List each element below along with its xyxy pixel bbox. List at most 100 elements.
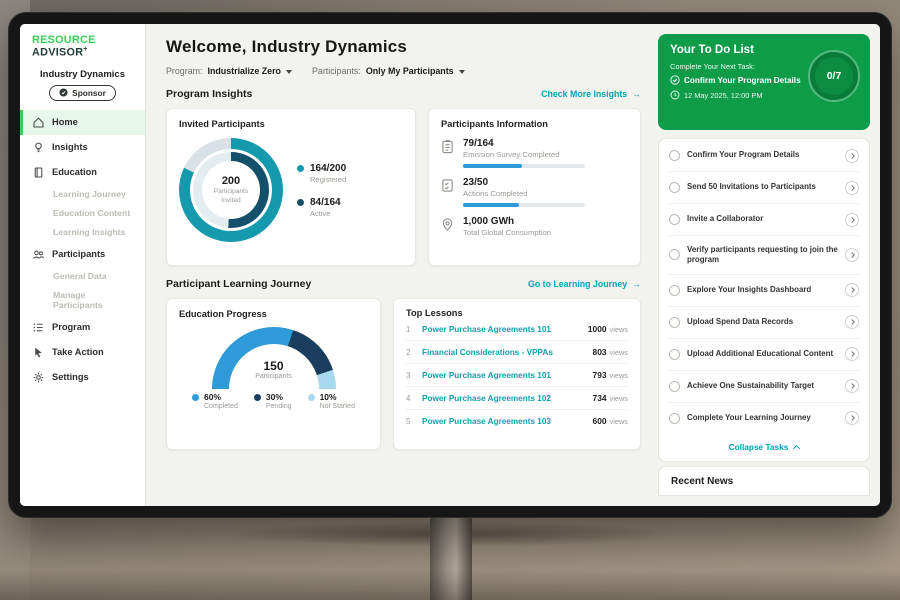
legend-label: Pending <box>266 403 292 410</box>
task-row: Send 50 Invitations to Participants <box>669 172 859 204</box>
check-more-insights-link[interactable]: Check More Insights → <box>541 89 641 99</box>
gauge-center-value: 150 <box>255 359 292 373</box>
views-count: 1000 <box>588 324 607 334</box>
sidebar-item-manage-participants[interactable]: Manage Participants <box>20 286 145 315</box>
task-open-button[interactable] <box>845 149 859 163</box>
legend-value: 164/200 <box>310 163 346 174</box>
task-checkbox[interactable] <box>669 214 680 225</box>
task-label: Complete Your Learning Journey <box>687 413 838 423</box>
sidebar-item-general-data[interactable]: General Data <box>20 267 145 286</box>
link-label: Check More Insights <box>541 89 627 99</box>
learning-journey-header: Participant Learning Journey Go to Learn… <box>166 278 641 290</box>
task-checkbox[interactable] <box>669 381 680 392</box>
task-open-button[interactable] <box>845 248 859 262</box>
sidebar-item-education-content[interactable]: Education Content <box>20 204 145 223</box>
sidebar-item-insights[interactable]: Insights <box>20 135 145 160</box>
sidebar-item-program[interactable]: Program <box>20 315 145 340</box>
sidebar-item-learning-journey[interactable]: Learning Journey <box>20 185 145 204</box>
org-name: Industry Dynamics <box>20 69 145 80</box>
lesson-views: 734views <box>593 393 628 403</box>
task-list-card: Confirm Your Program Details Send 50 Inv… <box>658 138 870 462</box>
lesson-link[interactable]: Financial Considerations - VPPAs <box>422 348 585 357</box>
lesson-link[interactable]: Power Purchase Agreements 103 <box>422 417 585 426</box>
task-checkbox[interactable] <box>669 150 680 161</box>
sidebar-item-label: Education <box>52 167 97 177</box>
task-checkbox[interactable] <box>669 317 680 328</box>
views-suffix: views <box>610 348 628 357</box>
lesson-row: 5 Power Purchase Agreements 103 600views <box>406 410 628 432</box>
legend-dot <box>308 394 315 401</box>
go-to-learning-journey-link[interactable]: Go to Learning Journey → <box>528 279 641 289</box>
todo-progress-value: 0/7 <box>827 70 842 82</box>
chevron-right-icon <box>849 185 855 191</box>
legend-pct: 60% <box>204 392 238 402</box>
collapse-tasks-button[interactable]: Collapse Tasks <box>669 434 859 457</box>
donut-center-label: Participants Invited <box>209 188 253 204</box>
task-label: Upload Additional Educational Content <box>687 349 838 359</box>
arrow-right-icon: → <box>632 279 641 289</box>
sponsor-check-icon <box>59 88 68 97</box>
sidebar-item-settings[interactable]: Settings <box>20 365 145 390</box>
sponsor-label: Sponsor <box>72 88 106 98</box>
sidebar-item-take-action[interactable]: Take Action <box>20 340 145 365</box>
views-suffix: views <box>610 394 628 403</box>
lesson-link[interactable]: Power Purchase Agreements 102 <box>422 394 585 403</box>
sidebar-item-participants[interactable]: Participants <box>20 242 145 267</box>
task-open-button[interactable] <box>845 411 859 425</box>
task-checkbox[interactable] <box>669 285 680 296</box>
task-open-button[interactable] <box>845 181 859 195</box>
metric-label: Actions Completed <box>463 189 585 198</box>
program-filter[interactable]: Program: Industrialize Zero <box>166 66 292 76</box>
invited-participants-card: Invited Participants 200 Participants In… <box>166 108 416 266</box>
task-open-button[interactable] <box>845 283 859 297</box>
task-checkbox[interactable] <box>669 349 680 360</box>
task-row: Invite a Collaborator <box>669 204 859 236</box>
metric-global-consumption: 1,000 GWh Total Global Consumption <box>441 216 628 237</box>
metric-emission-survey: 79/164 Emission Survey Completed <box>441 138 628 168</box>
gauge-area: 150 Participants 60% Completed <box>179 327 368 410</box>
insights-cards-row: Invited Participants 200 Participants In… <box>166 108 641 266</box>
legend-label: Active <box>310 209 341 218</box>
sidebar-item-learning-insights[interactable]: Learning Insights <box>20 223 145 242</box>
task-row: Upload Additional Educational Content <box>669 339 859 371</box>
book-icon <box>32 166 45 179</box>
lesson-views: 803views <box>593 347 628 357</box>
sidebar-item-home[interactable]: Home <box>20 110 145 135</box>
chevron-right-icon <box>849 153 855 159</box>
views-count: 793 <box>593 370 607 380</box>
participants-filter-label: Participants: <box>312 66 361 76</box>
task-label: Send 50 Invitations to Participants <box>687 182 838 192</box>
todo-hero-card: Your To Do List Complete Your Next Task:… <box>658 34 870 130</box>
card-title: Education Progress <box>179 309 368 319</box>
legend-label: Registered <box>310 175 346 184</box>
task-open-button[interactable] <box>845 379 859 393</box>
lesson-link[interactable]: Power Purchase Agreements 101 <box>422 325 580 334</box>
action-cursor-icon <box>32 346 45 359</box>
journey-cards-row: Education Progress 150 Participants <box>166 298 641 450</box>
chevron-right-icon <box>849 383 855 389</box>
monitor-bezel: RESOURCE ADVISOR+ Industry Dynamics Spon… <box>8 12 892 518</box>
metric-actions-completed: 23/50 Actions Completed <box>441 177 628 207</box>
task-open-button[interactable] <box>845 315 859 329</box>
chevron-right-icon <box>849 319 855 325</box>
donut-center: 200 Participants Invited <box>202 161 260 219</box>
task-checkbox[interactable] <box>669 182 680 193</box>
progress-fill <box>463 203 519 207</box>
task-checkbox[interactable] <box>669 413 680 424</box>
donut-gap: 200 Participants Invited <box>190 149 272 231</box>
task-open-button[interactable] <box>845 213 859 227</box>
sidebar-item-education[interactable]: Education <box>20 160 145 185</box>
participants-filter-value: Only My Participants <box>366 66 454 76</box>
task-row: Confirm Your Program Details <box>669 140 859 172</box>
legend-item-pending: 30% Pending <box>254 392 292 410</box>
lightbulb-icon <box>32 141 45 154</box>
participants-filter[interactable]: Participants: Only My Participants <box>312 66 465 76</box>
todo-progress-ring: 0/7 <box>810 52 858 100</box>
task-open-button[interactable] <box>845 347 859 361</box>
lesson-link[interactable]: Power Purchase Agreements 101 <box>422 371 585 380</box>
chevron-right-icon <box>849 287 855 293</box>
logo-resource: RESOURCE <box>32 34 96 46</box>
legend-value: 84/164 <box>310 197 341 208</box>
screen: RESOURCE ADVISOR+ Industry Dynamics Spon… <box>20 24 880 506</box>
task-checkbox[interactable] <box>669 249 680 260</box>
